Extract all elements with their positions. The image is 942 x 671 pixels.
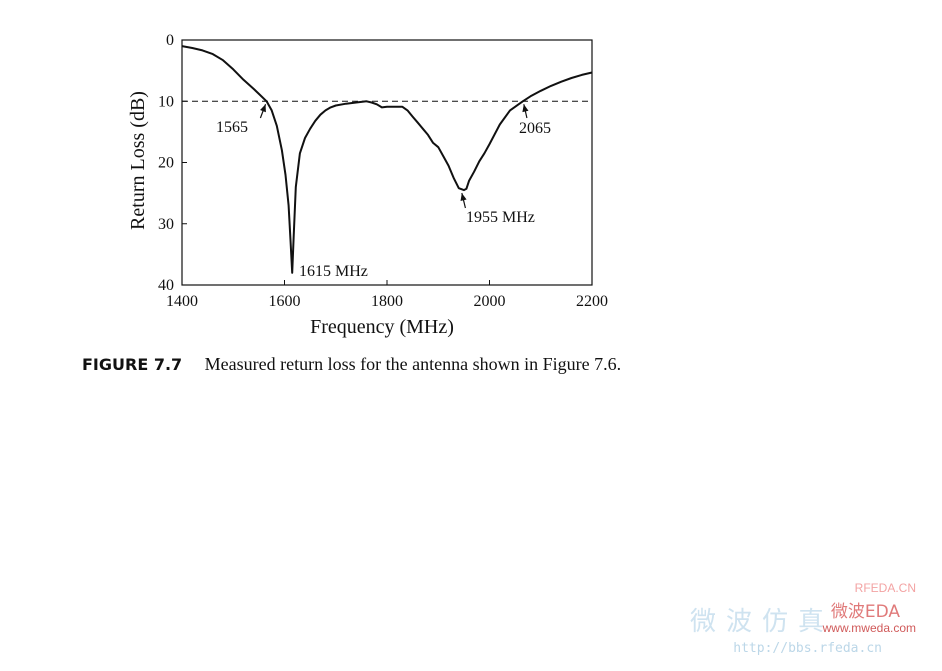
- figure-caption: FIGURE 7.7 Measured return loss for the …: [82, 354, 621, 375]
- watermark-url: http://bbs.rfeda.cn: [733, 641, 882, 656]
- y-tick-label: 0: [166, 32, 174, 49]
- annotation-arrow-1955-head: [460, 193, 467, 201]
- watermark-chinese: 微波仿真: [690, 607, 835, 637]
- x-tick-label: 1600: [269, 293, 301, 310]
- annotation-2065: 2065: [519, 120, 551, 137]
- watermark-site: www.mweda.com: [822, 621, 916, 635]
- series-line-0: [181, 45, 593, 274]
- y-tick-label: 20: [158, 155, 174, 172]
- x-tick-label: 1800: [371, 293, 403, 310]
- y-tick-label: 40: [158, 277, 174, 294]
- annotation-arrow-1565-head: [260, 104, 266, 113]
- annotation-1565: 1565: [216, 119, 248, 136]
- y-tick-label: 10: [158, 93, 174, 110]
- annotation-arrow-2065-head: [522, 104, 529, 113]
- watermark: RFEDA.CN 微波仿真 微波EDA www.mweda.com http:/…: [680, 573, 920, 663]
- annotation-1955: 1955 MHz: [466, 209, 535, 226]
- annotation-1615: 1615 MHz: [299, 263, 368, 280]
- plot-frame: [181, 39, 593, 286]
- x-axis-label: Frequency (MHz): [310, 316, 454, 338]
- x-tick-label: 2000: [474, 293, 506, 310]
- y-tick-label: 30: [158, 216, 174, 233]
- x-tick-label: 2200: [576, 293, 608, 310]
- figure-number: FIGURE 7.7: [82, 355, 183, 374]
- figure-caption-text: Measured return loss for the antenna sho…: [204, 354, 622, 374]
- watermark-top: RFEDA.CN: [854, 581, 916, 595]
- watermark-chinese-eda: 微波EDA: [830, 602, 900, 622]
- x-tick-label: 1400: [166, 293, 198, 310]
- y-axis-label: Return Loss (dB): [127, 91, 149, 230]
